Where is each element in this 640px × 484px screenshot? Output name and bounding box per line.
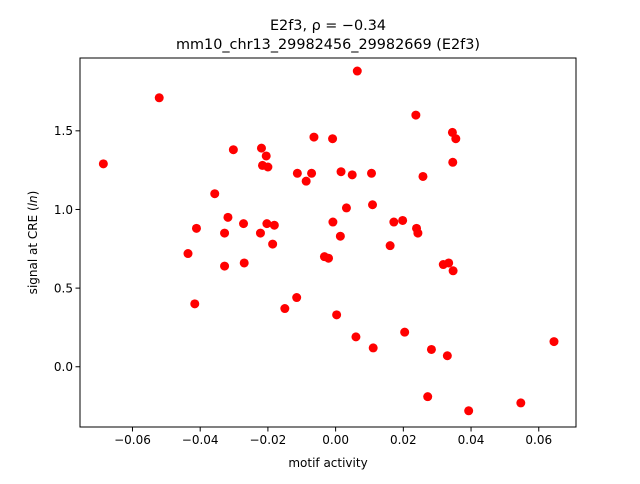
data-point: [451, 134, 461, 144]
x-axis-label: motif activity: [288, 456, 367, 470]
data-point: [400, 327, 410, 337]
chart-title-line-2: mm10_chr13_29982456_29982669 (E2f3): [176, 37, 480, 53]
data-point: [239, 258, 249, 268]
data-point: [268, 239, 278, 249]
data-point: [341, 203, 351, 213]
data-point: [309, 132, 319, 142]
data-point: [423, 392, 433, 402]
data-point: [301, 176, 311, 186]
data-point: [98, 159, 108, 169]
x-axis-ticks: −0.06 −0.04 −0.02 0.00 0.02 0.04 0.06: [114, 427, 552, 447]
chart-title-line-1: E2f3, ρ = −0.34: [270, 18, 386, 34]
data-point: [464, 406, 474, 416]
x-tick-label: 0.04: [458, 433, 485, 447]
data-point: [448, 266, 458, 276]
y-tick-label: 0.0: [54, 360, 73, 374]
data-point: [448, 157, 458, 167]
data-point: [347, 170, 357, 180]
data-point: [335, 231, 345, 241]
x-tick-label: 0.06: [525, 433, 552, 447]
data-point: [426, 344, 436, 354]
x-tick-label: −0.06: [114, 433, 151, 447]
data-point: [444, 258, 454, 268]
x-tick-label: 0.00: [322, 433, 349, 447]
data-point: [210, 189, 220, 199]
data-point: [190, 299, 200, 309]
data-point: [262, 219, 272, 229]
y-axis-ticks: 0.0 0.5 1.0 1.5: [54, 124, 80, 374]
data-point: [549, 337, 559, 347]
data-point: [154, 93, 164, 103]
data-point: [328, 134, 338, 144]
data-point: [280, 304, 290, 314]
data-point: [191, 223, 201, 233]
x-tick-label: −0.02: [250, 433, 287, 447]
data-point: [367, 168, 377, 178]
data-point: [183, 249, 193, 259]
data-point: [239, 219, 249, 229]
data-point: [256, 143, 266, 153]
y-axis-label: signal at CRE (ln): [26, 191, 40, 295]
data-point: [336, 167, 346, 177]
data-point: [411, 110, 421, 120]
data-point: [220, 261, 230, 271]
data-point: [368, 343, 378, 353]
data-point: [255, 228, 265, 238]
data-point: [263, 162, 273, 172]
x-tick-label: −0.04: [182, 433, 219, 447]
data-point: [418, 171, 428, 181]
data-point: [220, 228, 230, 238]
data-point: [228, 145, 238, 155]
data-point: [223, 212, 233, 222]
data-point: [269, 220, 279, 230]
data-point: [413, 228, 423, 238]
data-point: [352, 66, 362, 76]
y-tick-label: 1.5: [54, 124, 73, 138]
data-point: [389, 217, 399, 227]
data-point: [328, 217, 338, 227]
data-point: [307, 168, 317, 178]
data-point: [398, 215, 408, 225]
data-points: [98, 66, 559, 416]
data-point: [324, 253, 334, 263]
data-point: [516, 398, 526, 408]
x-tick-label: 0.02: [390, 433, 417, 447]
data-point: [292, 293, 302, 303]
data-point: [385, 241, 395, 251]
data-point: [368, 200, 378, 210]
data-point: [261, 151, 271, 161]
y-tick-label: 0.5: [54, 281, 73, 295]
data-point: [292, 168, 302, 178]
plot-area-frame: [79, 57, 577, 428]
y-tick-label: 1.0: [54, 203, 73, 217]
data-point: [332, 310, 342, 320]
data-point: [442, 351, 452, 361]
data-point: [351, 332, 361, 342]
